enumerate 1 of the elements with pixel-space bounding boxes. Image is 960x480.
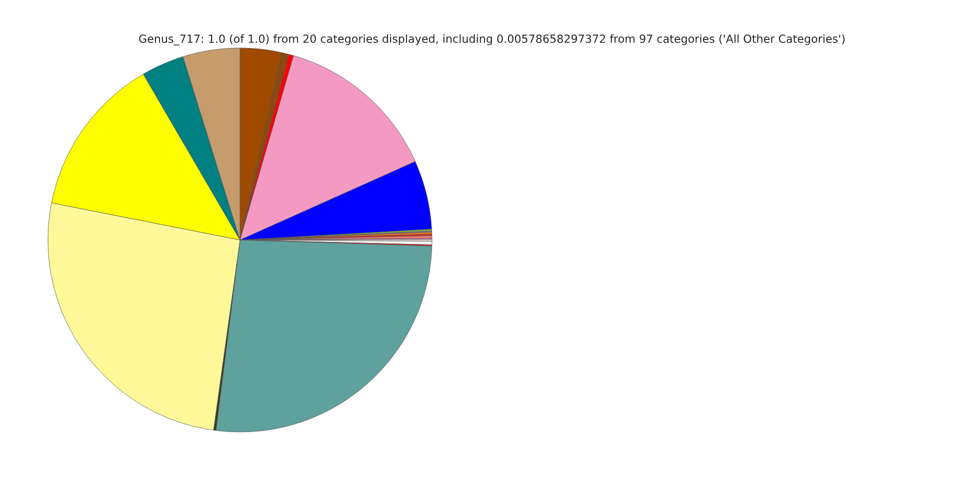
text: Genus_717: 1.0 (of 1.0) from 20 categories displayed, including 0.00578658297372 from 97 categories ('All Other Categories') bbox=[139, 34, 845, 46]
